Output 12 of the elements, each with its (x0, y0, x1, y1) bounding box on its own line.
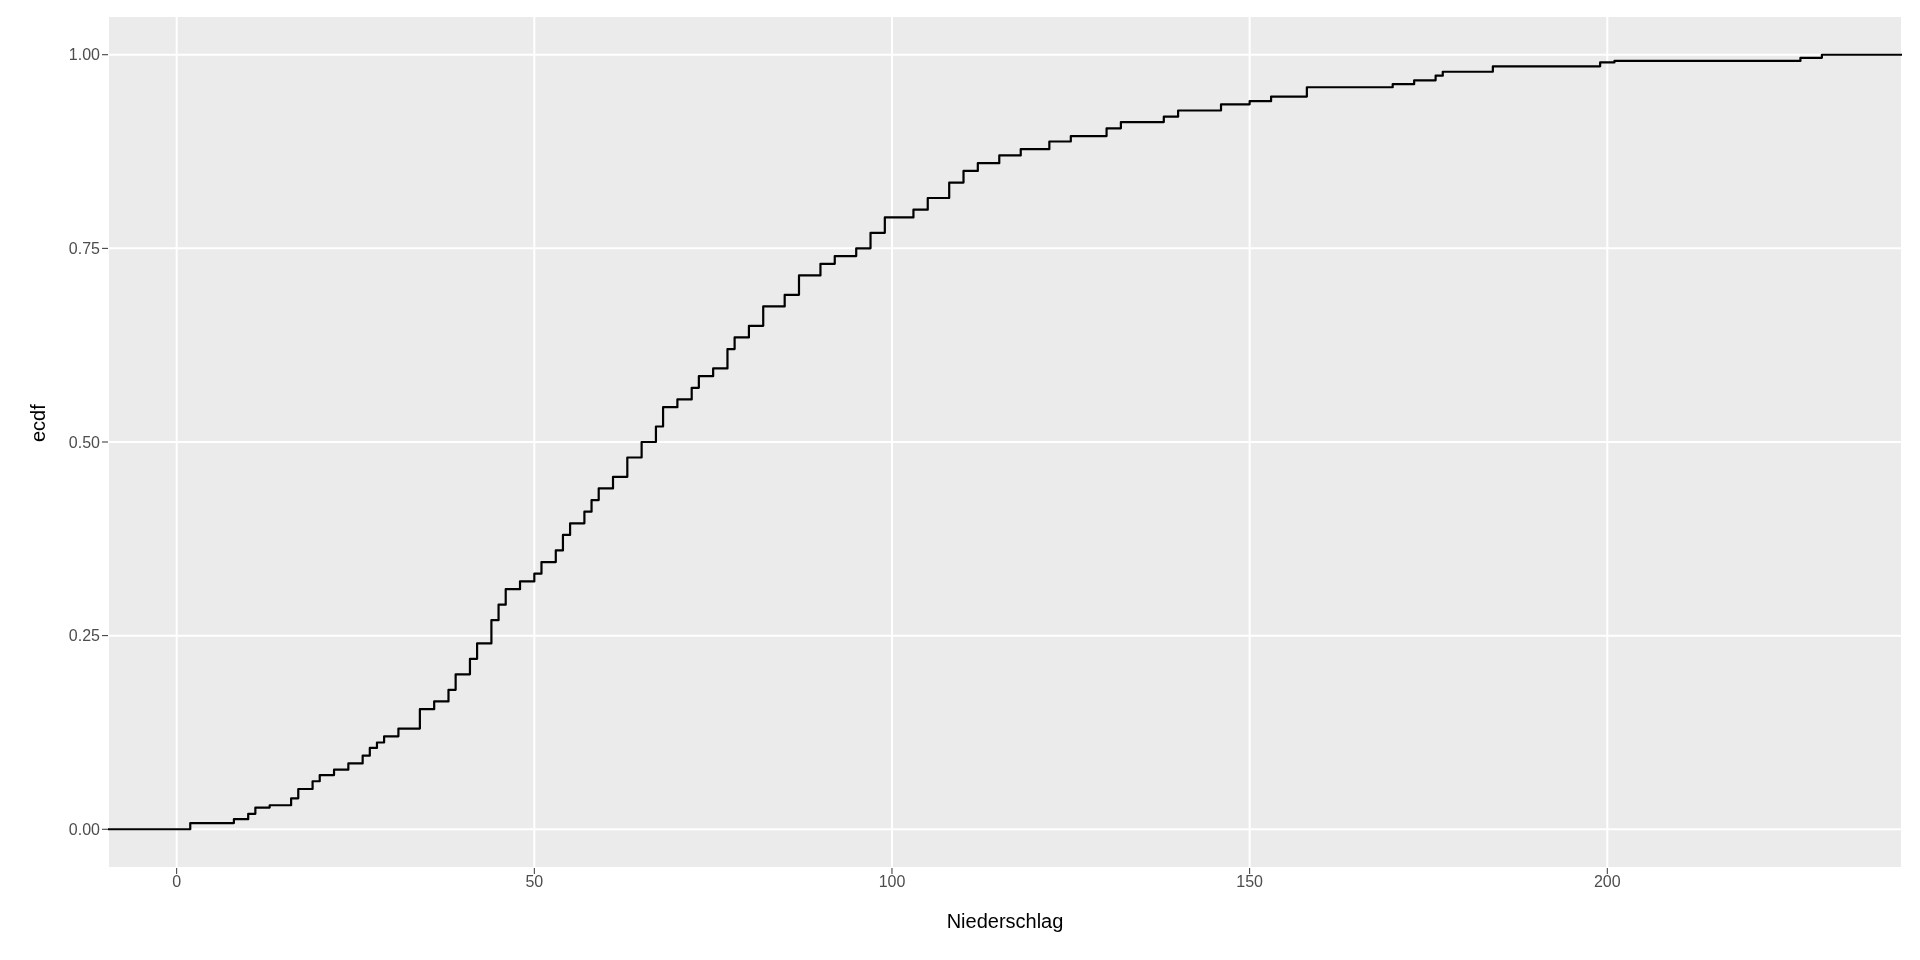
y-tick-label: 1.00 (68, 46, 101, 64)
y-axis-title: ecdf (27, 403, 50, 442)
y-tick-label: 0.00 (68, 820, 101, 838)
x-tick-label: 0 (172, 873, 182, 891)
y-tick-label: 0.25 (68, 627, 101, 645)
y-tick-label: 0.50 (68, 433, 101, 451)
x-tick-label: 100 (878, 873, 906, 891)
x-tick-label: 150 (1236, 873, 1264, 891)
y-tick-label: 0.75 (68, 240, 101, 258)
x-axis-title: Niederschlag (946, 910, 1064, 932)
x-tick-label: 50 (525, 873, 544, 891)
x-tick-label: 200 (1593, 873, 1621, 891)
